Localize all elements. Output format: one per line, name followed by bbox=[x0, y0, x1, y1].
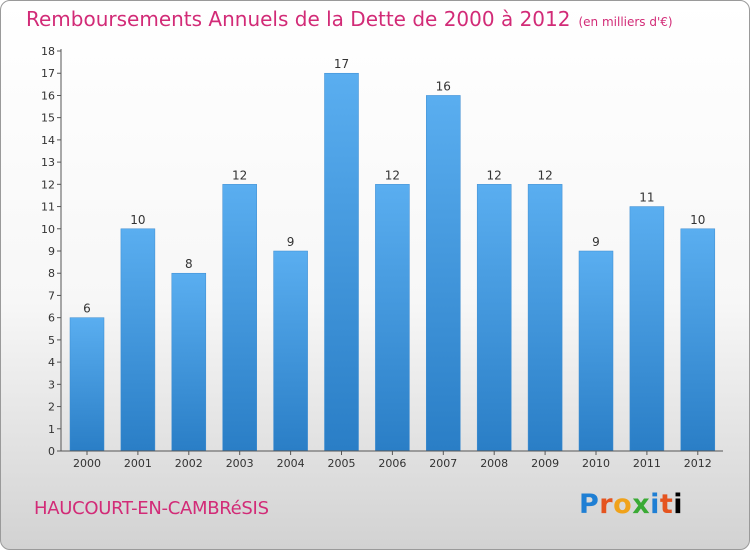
bar bbox=[426, 95, 461, 452]
x-tick-label: 2009 bbox=[531, 457, 559, 470]
bar bbox=[527, 184, 563, 452]
x-tick-label: 2004 bbox=[277, 457, 305, 470]
bar bbox=[578, 250, 614, 452]
y-tick-label: 6 bbox=[48, 312, 55, 325]
x-tick-label: 2001 bbox=[124, 457, 152, 470]
y-tick-label: 18 bbox=[41, 45, 55, 58]
bar-value-label: 16 bbox=[436, 79, 451, 93]
y-tick-label: 17 bbox=[41, 67, 55, 80]
chart-title: Remboursements Annuels de la Dette de 20… bbox=[26, 7, 673, 31]
bar bbox=[273, 250, 308, 452]
bar bbox=[324, 72, 359, 452]
y-tick-label: 5 bbox=[48, 334, 55, 347]
x-tick-label: 2012 bbox=[684, 457, 712, 470]
logo-letter: i bbox=[673, 489, 684, 520]
title-unit: (en milliers d'€) bbox=[578, 15, 673, 29]
bar bbox=[680, 228, 716, 452]
bar bbox=[629, 206, 665, 452]
y-tick-label: 7 bbox=[48, 289, 55, 302]
bar bbox=[171, 272, 207, 452]
x-tick-label: 2011 bbox=[633, 457, 661, 470]
y-tick-label: 4 bbox=[48, 356, 55, 369]
x-tick-label: 2007 bbox=[429, 457, 457, 470]
bar bbox=[120, 228, 156, 452]
x-tick-label: 2002 bbox=[175, 457, 203, 470]
y-tick-label: 11 bbox=[41, 201, 55, 214]
x-axis: 2000 2001 2002 2003 2004 2005 2006 2007 2008 2009… bbox=[61, 450, 723, 470]
bar-value-label: 12 bbox=[487, 168, 502, 182]
y-tick-label: 8 bbox=[48, 267, 55, 280]
y-tick-label: 16 bbox=[41, 89, 55, 102]
proxiti-logo: Proxiti bbox=[579, 489, 683, 520]
bar-value-label: 10 bbox=[130, 213, 145, 227]
x-tick-label: 2010 bbox=[582, 457, 610, 470]
x-tick-label: 2008 bbox=[480, 457, 508, 470]
y-tick-label: 2 bbox=[48, 401, 55, 414]
logo-letter: P bbox=[579, 489, 600, 520]
y-tick-label: 14 bbox=[41, 134, 55, 147]
y-tick-label: 13 bbox=[41, 156, 55, 169]
y-tick-label: 1 bbox=[48, 423, 55, 436]
bar-value-label: 6 bbox=[83, 302, 91, 316]
y-tick-label: 9 bbox=[48, 245, 55, 258]
bar bbox=[476, 184, 512, 452]
x-tick-label: 2006 bbox=[378, 457, 406, 470]
logo-letter: o bbox=[613, 489, 633, 520]
bars-group: 6 10 8 12 9 17 12 16 12 12 9 11 10 bbox=[69, 57, 716, 452]
y-tick-label: 10 bbox=[41, 223, 55, 236]
bar-value-label: 10 bbox=[690, 213, 705, 227]
x-tick-label: 2003 bbox=[226, 457, 254, 470]
y-tick-label: 0 bbox=[48, 445, 55, 458]
y-tick-label: 12 bbox=[41, 178, 55, 191]
logo-letter: i bbox=[650, 489, 660, 520]
bar-value-label: 9 bbox=[287, 235, 295, 249]
logo-letter: x bbox=[632, 489, 651, 520]
x-tick-label: 2000 bbox=[73, 457, 101, 470]
commune-name: HAUCOURT-EN-CAMBRéSIS bbox=[34, 498, 269, 519]
y-tick-label: 15 bbox=[41, 112, 55, 125]
x-tick-label: 2005 bbox=[328, 457, 356, 470]
bar bbox=[222, 184, 257, 452]
bar-value-label: 11 bbox=[639, 191, 654, 205]
logo-letter: r bbox=[599, 489, 614, 520]
bar-value-label: 12 bbox=[385, 168, 400, 182]
bar bbox=[375, 184, 410, 452]
bar-value-label: 12 bbox=[232, 168, 247, 182]
bar bbox=[69, 317, 105, 452]
bar-value-label: 8 bbox=[185, 257, 193, 271]
bar-value-label: 9 bbox=[592, 235, 600, 249]
bar-value-label: 12 bbox=[537, 168, 552, 182]
title-text: Remboursements Annuels de la Dette de 20… bbox=[26, 7, 571, 31]
bar-value-label: 17 bbox=[334, 57, 349, 71]
logo-letter: t bbox=[659, 489, 674, 520]
y-tick-label: 3 bbox=[48, 378, 55, 391]
